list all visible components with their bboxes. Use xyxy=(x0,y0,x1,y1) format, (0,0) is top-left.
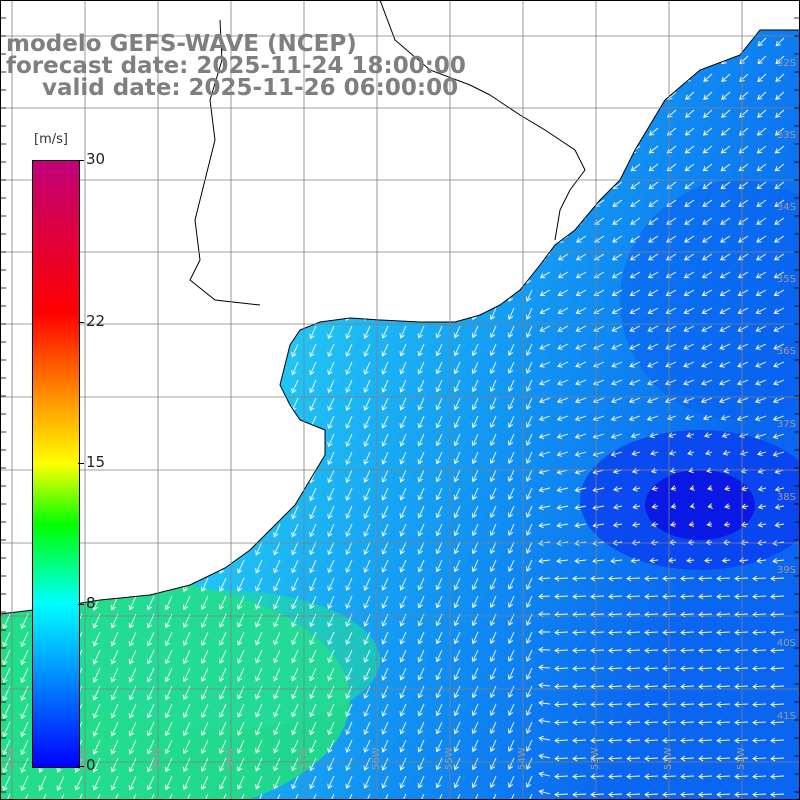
lon-label: 61W xyxy=(6,747,17,770)
lat-label: 35S xyxy=(777,274,796,285)
lat-label: 32S xyxy=(777,58,796,69)
border-line xyxy=(379,0,491,96)
colorbar-tick-label: 8 xyxy=(86,594,96,613)
colorbar-unit: [m/s] xyxy=(34,132,68,147)
river-line xyxy=(189,19,261,306)
title-model: modelo GEFS-WAVE (NCEP) xyxy=(6,31,357,57)
lon-label: 55W xyxy=(444,747,455,770)
lon-label: 56W xyxy=(371,747,382,770)
colorbar-tick-mark xyxy=(78,160,84,161)
lon-label: 58W xyxy=(225,747,236,770)
coastline xyxy=(0,29,800,615)
lat-label: 41S xyxy=(777,711,796,722)
colorbar-tick-mark xyxy=(78,766,84,767)
title-forecast-date: forecast date: 2025-11-24 18:00:00 xyxy=(6,53,466,79)
lon-label: 51W xyxy=(736,747,747,770)
longitude-labels: 61W 60W 59W 58W 57W 56W 55W 54W 53W 52W 51W xyxy=(6,747,747,770)
colorbar-tick-mark xyxy=(78,321,84,323)
colorbar-tick-mark xyxy=(78,604,84,606)
lon-label: 52W xyxy=(663,747,674,770)
lat-label: 38S xyxy=(777,492,796,503)
colorbar-tick-label: 15 xyxy=(86,453,106,471)
colorbar-tick-mark xyxy=(78,463,84,464)
lon-label: 54W xyxy=(517,747,528,770)
lat-label: 36S xyxy=(777,346,796,357)
lat-label: 40S xyxy=(777,638,796,649)
lon-label: 57W xyxy=(298,747,309,770)
colorbar xyxy=(32,160,80,768)
lat-label: 34S xyxy=(777,202,796,213)
colorbar-tick-label: 30 xyxy=(86,150,106,168)
lon-label: 60W xyxy=(79,747,90,770)
lat-label: 33S xyxy=(777,130,796,141)
lat-label: 39S xyxy=(777,565,796,576)
lon-label: 59W xyxy=(152,747,163,770)
colorbar-tick-label: 0 xyxy=(86,756,96,774)
lat-label: 37S xyxy=(777,419,796,430)
lon-label: 53W xyxy=(590,747,601,770)
latitude-labels: 32S 33S 34S 35S 36S 37S 38S 39S 40S 41S xyxy=(777,58,796,722)
colorbar-tick-label: 22 xyxy=(86,311,106,330)
title-valid-date: valid date: 2025-11-26 06:00:00 xyxy=(42,75,459,101)
lagoon-line xyxy=(489,94,586,241)
